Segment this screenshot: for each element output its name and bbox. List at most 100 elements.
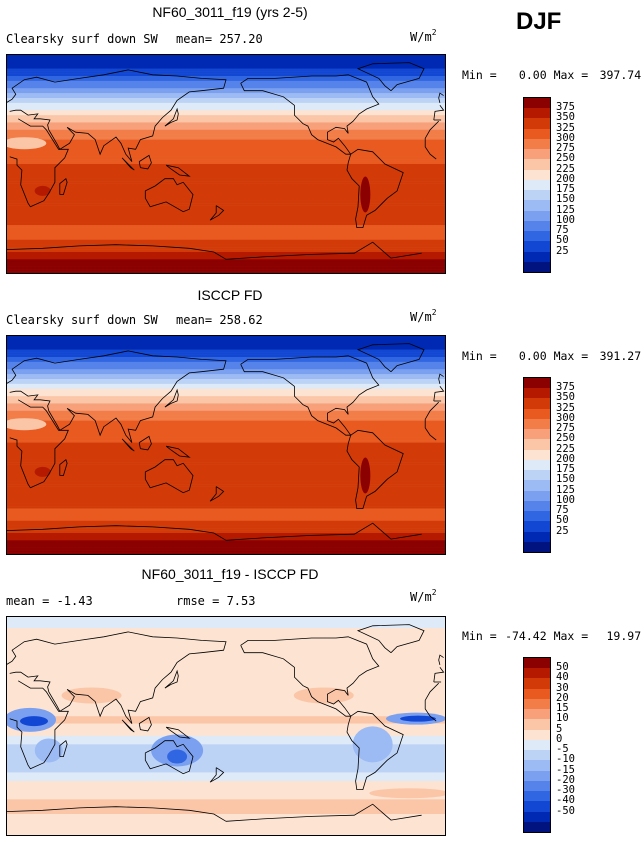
colorbar-swatch <box>524 231 550 242</box>
colorbar-swatch <box>524 729 550 740</box>
coastline <box>225 803 422 822</box>
contour-band <box>6 474 446 478</box>
contour-band <box>6 58 446 62</box>
coastline <box>6 244 227 260</box>
colorbar-swatch <box>524 821 550 832</box>
coastline <box>240 74 380 155</box>
contour-band <box>6 107 446 111</box>
contour-band <box>6 452 446 456</box>
coastline <box>6 631 227 724</box>
coastline <box>6 69 227 162</box>
colorbar-tick-label: 50 <box>556 661 569 674</box>
colorbar-tick-label: 75 <box>556 224 569 237</box>
colorbar-swatch <box>524 378 550 389</box>
contour-patch <box>352 726 393 763</box>
contour-band <box>6 83 446 87</box>
contour-band <box>6 124 446 128</box>
contour-band <box>6 102 446 106</box>
contour-band <box>6 181 446 184</box>
contour-band <box>6 530 446 534</box>
colorbar-tick-label: 150 <box>556 473 575 486</box>
coastline <box>165 726 191 739</box>
contour-band <box>6 369 446 372</box>
contour-band <box>6 425 446 429</box>
min-label: Min = <box>462 629 497 643</box>
colorbar-swatch <box>524 719 550 730</box>
contour-band <box>6 271 446 274</box>
contour-band <box>6 220 446 223</box>
coastline <box>433 105 445 121</box>
contour-band <box>6 98 446 101</box>
max-value: 19.97 <box>606 629 642 643</box>
coastline <box>6 525 227 541</box>
panel1-title: NF60_3011_f19 (yrs 2-5) <box>152 4 308 20</box>
coastline <box>9 118 69 208</box>
colorbar-swatch <box>524 760 550 771</box>
units-text: W/m <box>410 590 432 604</box>
panel2-variable-label: Clearsky surf down SW <box>6 313 158 327</box>
coastline <box>424 682 439 722</box>
contour-band <box>6 493 446 497</box>
coastline <box>164 388 179 408</box>
contour-band <box>6 232 446 236</box>
coastline <box>438 92 444 103</box>
colorbar-tick-label: -20 <box>556 773 575 786</box>
coastline <box>438 373 444 384</box>
colorbar-tick-label: 0 <box>556 732 563 745</box>
contour-band <box>6 432 446 436</box>
panel1-map <box>6 54 446 274</box>
contour-band <box>6 427 446 431</box>
max-value: 391.27 <box>599 349 642 363</box>
contour-band <box>6 71 446 74</box>
colorbar-swatch <box>524 688 550 699</box>
contour-band <box>6 511 446 514</box>
contour-band <box>6 183 446 187</box>
contour-band <box>6 234 446 238</box>
coastline <box>144 178 194 213</box>
max-label: Max = <box>553 68 589 82</box>
coastline <box>240 636 380 717</box>
colorbar-swatch <box>524 811 550 822</box>
panel3-title: NF60_3011_f19 - ISCCP FD <box>141 566 319 582</box>
contour-band <box>6 222 446 226</box>
contour-band <box>6 95 446 99</box>
season-label: DJF <box>516 8 562 35</box>
contour-band <box>6 513 446 517</box>
contour-band <box>6 430 446 434</box>
colorbar-tick-label: 10 <box>556 712 569 725</box>
contour-band <box>6 190 446 194</box>
contour-band <box>6 381 446 385</box>
contour-band <box>6 61 446 65</box>
colorbar-tick-label: -5 <box>556 743 569 756</box>
contour-band <box>6 471 446 475</box>
contour-band <box>6 479 446 482</box>
colorbar-tick-label: 25 <box>556 524 569 537</box>
contour-band <box>6 454 446 458</box>
contour-patch <box>369 788 446 799</box>
colorbar-swatch <box>524 490 550 501</box>
colorbar-tick-label: 150 <box>556 193 575 206</box>
contour-band <box>6 391 446 394</box>
colorbar-tick-label: 100 <box>556 493 575 506</box>
contour-band <box>6 156 446 160</box>
contour-band <box>6 212 446 216</box>
contour-band <box>6 105 446 109</box>
map-frame <box>6 616 446 836</box>
contour-band <box>6 361 446 365</box>
coastline <box>433 667 445 683</box>
contour-band <box>6 552 446 555</box>
contour-band <box>6 501 446 504</box>
contour-band <box>6 188 446 192</box>
contour-band <box>6 354 446 358</box>
contour-band <box>6 215 446 219</box>
contour-band <box>6 225 446 228</box>
contour-band <box>6 173 446 177</box>
contour-patch <box>61 687 122 704</box>
map-background <box>6 616 446 836</box>
colorbar-swatch <box>524 179 550 191</box>
contour-band <box>6 540 446 544</box>
contour-band <box>6 440 446 443</box>
contour-band <box>6 533 446 536</box>
map-frame <box>6 335 446 555</box>
contour-band <box>6 154 446 157</box>
